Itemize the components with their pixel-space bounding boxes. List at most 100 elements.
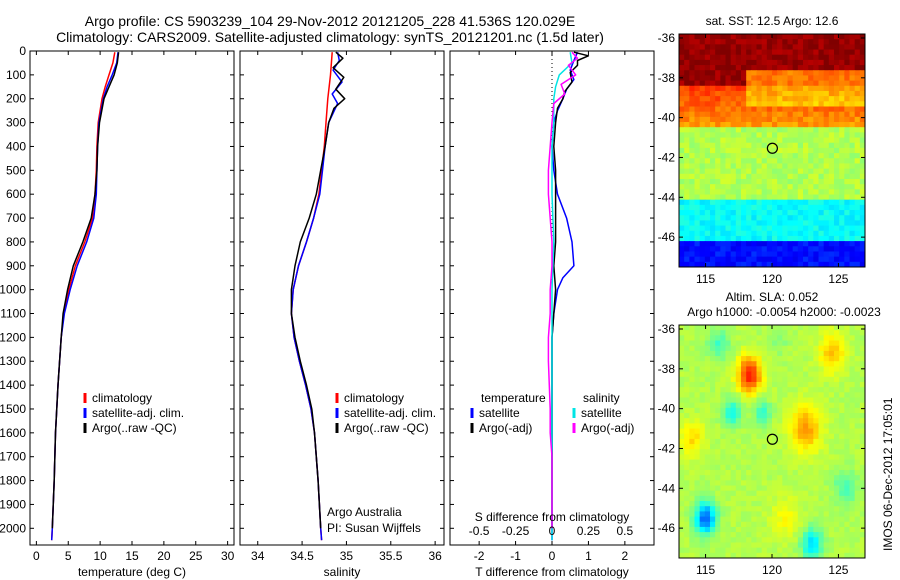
- map-cell: [859, 444, 865, 450]
- map-cell: [735, 433, 742, 440]
- map-cell: [797, 127, 804, 133]
- map-cell: [849, 428, 856, 435]
- map-cell: [704, 132, 711, 139]
- map-cell: [828, 387, 835, 393]
- map-cell: [859, 547, 865, 554]
- map-cell: [777, 194, 783, 201]
- map-cell: [803, 501, 809, 507]
- map-cell: [813, 552, 820, 558]
- map-cell: [797, 34, 804, 40]
- map-cell: [741, 418, 747, 424]
- map-cell: [803, 449, 809, 456]
- map-cell: [797, 444, 804, 450]
- map-cell: [839, 210, 845, 216]
- map-cell: [844, 387, 851, 393]
- map-cell: [679, 101, 685, 108]
- map-cell: [761, 163, 768, 170]
- map-cell: [761, 168, 768, 175]
- map-cell: [720, 246, 727, 253]
- map-cell: [689, 251, 696, 258]
- map-cell: [777, 137, 783, 144]
- map-cell: [694, 54, 701, 61]
- map-cell: [834, 70, 840, 77]
- map-cell: [792, 340, 799, 347]
- map-cell: [808, 256, 814, 263]
- map-cell: [859, 521, 865, 528]
- map-cell: [808, 361, 814, 368]
- map-cell: [741, 220, 747, 227]
- map-cell: [679, 542, 685, 549]
- map-cell: [803, 256, 809, 263]
- map-cell: [792, 34, 799, 40]
- map-cell: [715, 34, 721, 40]
- map-cell: [787, 506, 794, 512]
- map-cell: [766, 521, 773, 528]
- map-cell: [746, 449, 752, 456]
- legend-label: satellite-adj. clim.: [344, 406, 436, 420]
- map-cell: [689, 194, 696, 201]
- map-cell: [859, 552, 865, 558]
- map-cell: [725, 132, 732, 139]
- map-cell: [720, 438, 727, 445]
- map-cell: [772, 132, 778, 139]
- map-cell: [777, 459, 783, 466]
- map-cell: [720, 189, 727, 196]
- map-cell: [782, 490, 789, 497]
- map-cell: [756, 111, 763, 118]
- map-cell: [823, 158, 830, 165]
- map-cell: [808, 122, 814, 128]
- map-cell: [766, 532, 773, 538]
- map-cell: [792, 402, 799, 409]
- map-cell: [792, 225, 799, 232]
- map-cell: [704, 506, 711, 512]
- map-grid-sst_map: [679, 34, 865, 267]
- map-cell: [720, 330, 727, 336]
- map-cell: [715, 127, 721, 133]
- map-cell: [823, 418, 830, 424]
- map-cell: [813, 59, 820, 66]
- map-cell: [725, 173, 732, 180]
- map-cell: [756, 85, 763, 92]
- map-cell: [725, 501, 732, 507]
- map-cell: [782, 402, 789, 409]
- map-cell: [792, 132, 799, 139]
- map-cell: [730, 371, 737, 378]
- map-cell: [694, 552, 701, 558]
- map-cell: [730, 246, 737, 253]
- map-cell: [746, 142, 752, 149]
- map-cell: [859, 215, 865, 221]
- map-cell: [694, 330, 701, 336]
- map-cell: [859, 490, 865, 497]
- map-cell: [818, 506, 825, 512]
- map-cell: [735, 449, 742, 456]
- map-cell: [746, 246, 752, 253]
- map-cell: [684, 480, 690, 487]
- map-ytick-label: -38: [658, 71, 676, 85]
- map-cell: [849, 137, 856, 144]
- map-cell: [704, 251, 711, 258]
- xtick-label: 15: [125, 549, 139, 563]
- map-cell: [699, 413, 706, 419]
- map-cell: [787, 65, 794, 71]
- map-cell: [792, 490, 799, 497]
- map-cell: [792, 438, 799, 445]
- map-cell: [818, 122, 825, 128]
- map-cell: [746, 49, 752, 56]
- map-cell: [699, 495, 706, 502]
- map-cell: [834, 340, 840, 347]
- map-cell: [777, 168, 783, 175]
- map-cell: [808, 127, 814, 133]
- map-cell: [849, 330, 856, 336]
- map-cell: [782, 122, 789, 128]
- map-cell: [735, 194, 742, 201]
- map-ytick-label: -40: [658, 111, 676, 125]
- map-cell: [854, 44, 861, 51]
- map-cell: [746, 397, 752, 404]
- map-cell: [859, 44, 865, 51]
- map-cell: [854, 246, 861, 253]
- map-cell: [704, 485, 711, 492]
- map-cell: [823, 330, 830, 336]
- xtick-label: 34.5: [290, 549, 314, 563]
- map-cell: [715, 387, 721, 393]
- map-cell: [766, 418, 773, 424]
